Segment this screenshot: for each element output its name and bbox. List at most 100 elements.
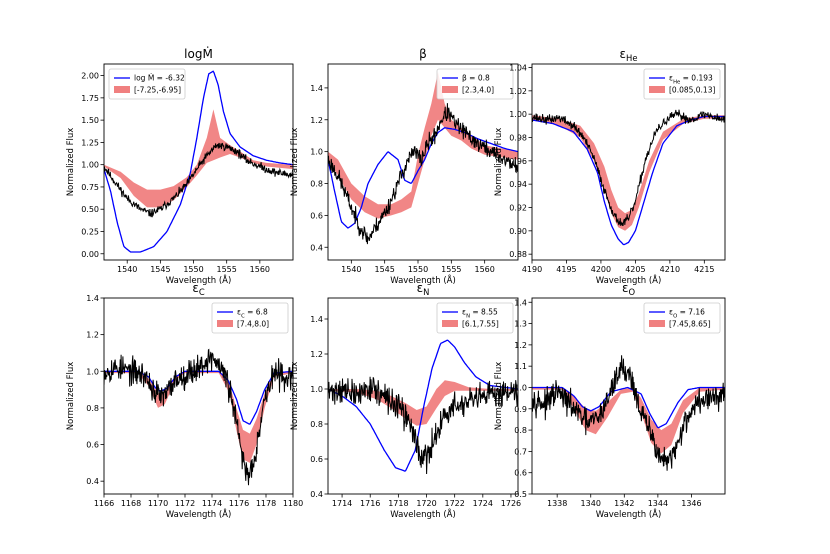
observed-line xyxy=(532,109,725,227)
legend: εO = 7.16[7.45,8.65] xyxy=(643,302,721,334)
legend: β = 0.8 [2.3,4.0] xyxy=(436,68,514,100)
y-axis-label: Normalized Flux xyxy=(66,128,76,197)
observed-line xyxy=(328,376,518,475)
legend: εHe = 0.193[0.085,0.13] xyxy=(643,68,721,100)
x-tick-label: 1545 xyxy=(374,265,394,274)
y-tick-label: 2.00 xyxy=(81,72,99,81)
legend-band-swatch xyxy=(649,320,665,327)
y-tick-label: 0.7 xyxy=(514,447,527,456)
y-axis-label: Normalized Flux xyxy=(66,362,76,431)
y-tick-label: 0.6 xyxy=(310,455,323,464)
y-tick-label: 0.75 xyxy=(81,183,99,192)
x-tick-label: 4190 xyxy=(522,265,542,274)
y-tick-label: 1.4 xyxy=(310,84,323,93)
x-tick-label: 1555 xyxy=(441,265,461,274)
y-tick-label: 1.0 xyxy=(310,148,323,157)
x-tick-label: 1344 xyxy=(648,499,668,508)
x-tick-label: 1716 xyxy=(360,499,380,508)
legend-band-label: [-7.25,-6.95] xyxy=(134,86,181,95)
panel-4: 1166 1168 1170 1172 1174 1176 1178 1180 0.4 0.6 0.… xyxy=(66,281,303,520)
x-tick-label: 1338 xyxy=(547,499,567,508)
x-tick-label: 1714 xyxy=(332,499,352,508)
y-tick-label: 0.00 xyxy=(81,250,99,259)
plot-area xyxy=(328,72,518,245)
panel-title: β xyxy=(419,47,427,61)
axes-frame xyxy=(531,63,726,261)
y-tick-label: 0.88 xyxy=(509,250,527,259)
legend: εC = 6.8[7.4,8.0] xyxy=(211,302,289,334)
y-tick-label: 1.4 xyxy=(514,298,527,307)
y-tick-label: 1.0 xyxy=(86,367,99,376)
y-tick-label: 0.50 xyxy=(81,205,99,214)
legend-model-label: β = 0.8 xyxy=(462,74,490,83)
y-tick-label: 1.2 xyxy=(310,350,323,359)
y-tick-label: 0.92 xyxy=(509,204,527,213)
legend-band-swatch xyxy=(649,86,665,93)
x-axis-label: Wavelength (Å) xyxy=(390,274,456,286)
x-tick-label: 4200 xyxy=(591,265,611,274)
y-tick-label: 0.6 xyxy=(310,211,323,220)
uncertainty-band xyxy=(104,371,293,463)
model-line xyxy=(104,70,293,253)
observed-line xyxy=(328,103,518,245)
panel-6: 1338 1340 1342 1344 1346 0.5 0.6 0.7 0.8 0.9 1.0 1.… xyxy=(494,281,726,520)
y-tick-label: 0.6 xyxy=(86,441,99,450)
y-tick-label: 1.02 xyxy=(509,87,527,96)
x-tick-label: 4210 xyxy=(660,265,680,274)
x-axis-label: Wavelength (Å) xyxy=(596,508,662,520)
y-axis-label: Normalized Flux xyxy=(494,128,504,197)
plot-area xyxy=(328,339,518,475)
plot-area xyxy=(532,355,725,471)
x-tick-label: 1176 xyxy=(229,499,249,508)
x-tick-label: 1540 xyxy=(341,265,361,274)
x-tick-label: 1718 xyxy=(388,499,408,508)
legend-band-swatch xyxy=(114,86,130,93)
observed-line xyxy=(104,348,293,486)
legend-band-swatch xyxy=(217,320,233,327)
y-tick-label: 0.4 xyxy=(310,490,323,499)
y-tick-label: 0.8 xyxy=(514,426,527,435)
uncertainty-band xyxy=(328,72,518,219)
y-tick-label: 1.2 xyxy=(514,341,527,350)
y-tick-label: 1.1 xyxy=(514,362,527,371)
plot-area xyxy=(532,109,725,246)
x-axis-label: Wavelength (Å) xyxy=(596,274,662,286)
y-tick-label: 0.8 xyxy=(310,180,323,189)
legend-band-swatch xyxy=(442,86,458,93)
y-tick-label: 1.0 xyxy=(310,385,323,394)
plot-area xyxy=(104,348,293,486)
x-axis-label: Wavelength (Å) xyxy=(390,508,456,520)
x-tick-label: 1172 xyxy=(175,499,195,508)
model-line xyxy=(532,386,725,429)
axes-frame xyxy=(327,63,519,261)
x-tick-label: 1166 xyxy=(94,499,114,508)
x-tick-label: 1168 xyxy=(121,499,141,508)
legend-band-label: [6.1,7.55] xyxy=(462,320,499,329)
y-tick-label: 0.96 xyxy=(509,157,527,166)
y-tick-label: 0.94 xyxy=(509,180,527,189)
y-tick-label: 1.50 xyxy=(81,116,99,125)
x-tick-label: 1342 xyxy=(614,499,634,508)
legend-band-label: [2.3,4.0] xyxy=(462,86,494,95)
legend: log Ṁ = -6.32 [-7.25,-6.95] xyxy=(108,68,186,100)
y-tick-label: 0.6 xyxy=(514,469,527,478)
axes-frame xyxy=(103,297,294,495)
x-tick-label: 1724 xyxy=(473,499,493,508)
axes-frame xyxy=(327,297,519,495)
y-tick-label: 1.25 xyxy=(81,138,99,147)
x-tick-label: 1346 xyxy=(681,499,701,508)
x-tick-label: 1560 xyxy=(250,265,270,274)
x-axis-label: Wavelength (Å) xyxy=(166,508,232,520)
panel-2: 1540 1545 1550 1555 1560 0.4 0.6 0.8 1.0 1.2 1.4 Wa… xyxy=(290,47,519,286)
x-tick-label: 4205 xyxy=(625,265,645,274)
x-tick-label: 1540 xyxy=(117,265,137,274)
x-tick-label: 1340 xyxy=(581,499,601,508)
x-tick-label: 1174 xyxy=(202,499,222,508)
x-tick-label: 4215 xyxy=(694,265,714,274)
y-axis-label: Normalized Flux xyxy=(290,128,300,197)
y-axis-label: Normalized Flux xyxy=(290,362,300,431)
x-tick-label: 1550 xyxy=(183,265,203,274)
x-tick-label: 1720 xyxy=(416,499,436,508)
x-tick-label: 1555 xyxy=(217,265,237,274)
y-tick-label: 0.8 xyxy=(310,420,323,429)
